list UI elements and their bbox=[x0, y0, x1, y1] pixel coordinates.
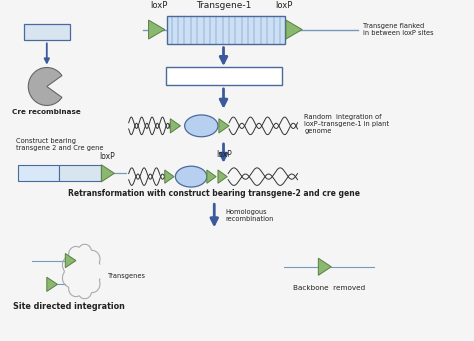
Text: loxP: loxP bbox=[150, 1, 167, 10]
Text: Cre gene: Cre gene bbox=[66, 171, 94, 176]
Polygon shape bbox=[165, 170, 174, 183]
Text: Cre gene: Cre gene bbox=[30, 29, 63, 35]
Text: Construct bearing
transgene 2 and Cre gene: Construct bearing transgene 2 and Cre ge… bbox=[16, 138, 104, 151]
Polygon shape bbox=[148, 20, 165, 39]
Text: Homologous
recombination: Homologous recombination bbox=[226, 209, 274, 222]
Text: loxP: loxP bbox=[275, 1, 292, 10]
Text: Transgene-1: Transgene-1 bbox=[196, 1, 251, 10]
Text: Site directed integration: Site directed integration bbox=[13, 302, 125, 311]
Text: Backbone  removed: Backbone removed bbox=[293, 285, 365, 291]
Polygon shape bbox=[218, 170, 227, 183]
FancyBboxPatch shape bbox=[59, 165, 101, 181]
Polygon shape bbox=[219, 119, 229, 133]
Ellipse shape bbox=[185, 115, 218, 137]
Text: Transgene 2: Transgene 2 bbox=[19, 171, 57, 176]
Polygon shape bbox=[207, 170, 216, 183]
Polygon shape bbox=[47, 277, 57, 292]
FancyBboxPatch shape bbox=[166, 67, 282, 85]
FancyBboxPatch shape bbox=[167, 16, 285, 44]
Text: Cre recombinase: Cre recombinase bbox=[12, 109, 81, 115]
FancyBboxPatch shape bbox=[24, 24, 70, 41]
Text: loxP: loxP bbox=[217, 150, 232, 159]
Ellipse shape bbox=[175, 166, 207, 187]
Polygon shape bbox=[319, 258, 331, 275]
Polygon shape bbox=[101, 165, 114, 182]
Text: Plant transformation: Plant transformation bbox=[174, 72, 273, 80]
Text: Transgene flanked
in between loxP sites: Transgene flanked in between loxP sites bbox=[363, 23, 434, 36]
Wedge shape bbox=[28, 68, 62, 105]
Polygon shape bbox=[170, 119, 181, 133]
Text: Retransformation with construct bearing transgene-2 and cre gene: Retransformation with construct bearing … bbox=[68, 189, 360, 198]
Text: Random  integration of
loxP–transgene-1 in plant
genome: Random integration of loxP–transgene-1 i… bbox=[304, 115, 390, 134]
FancyBboxPatch shape bbox=[18, 165, 59, 181]
Text: loxP: loxP bbox=[99, 152, 115, 161]
Polygon shape bbox=[65, 253, 76, 268]
Text: Transgenes: Transgenes bbox=[108, 273, 146, 279]
Polygon shape bbox=[286, 20, 302, 39]
